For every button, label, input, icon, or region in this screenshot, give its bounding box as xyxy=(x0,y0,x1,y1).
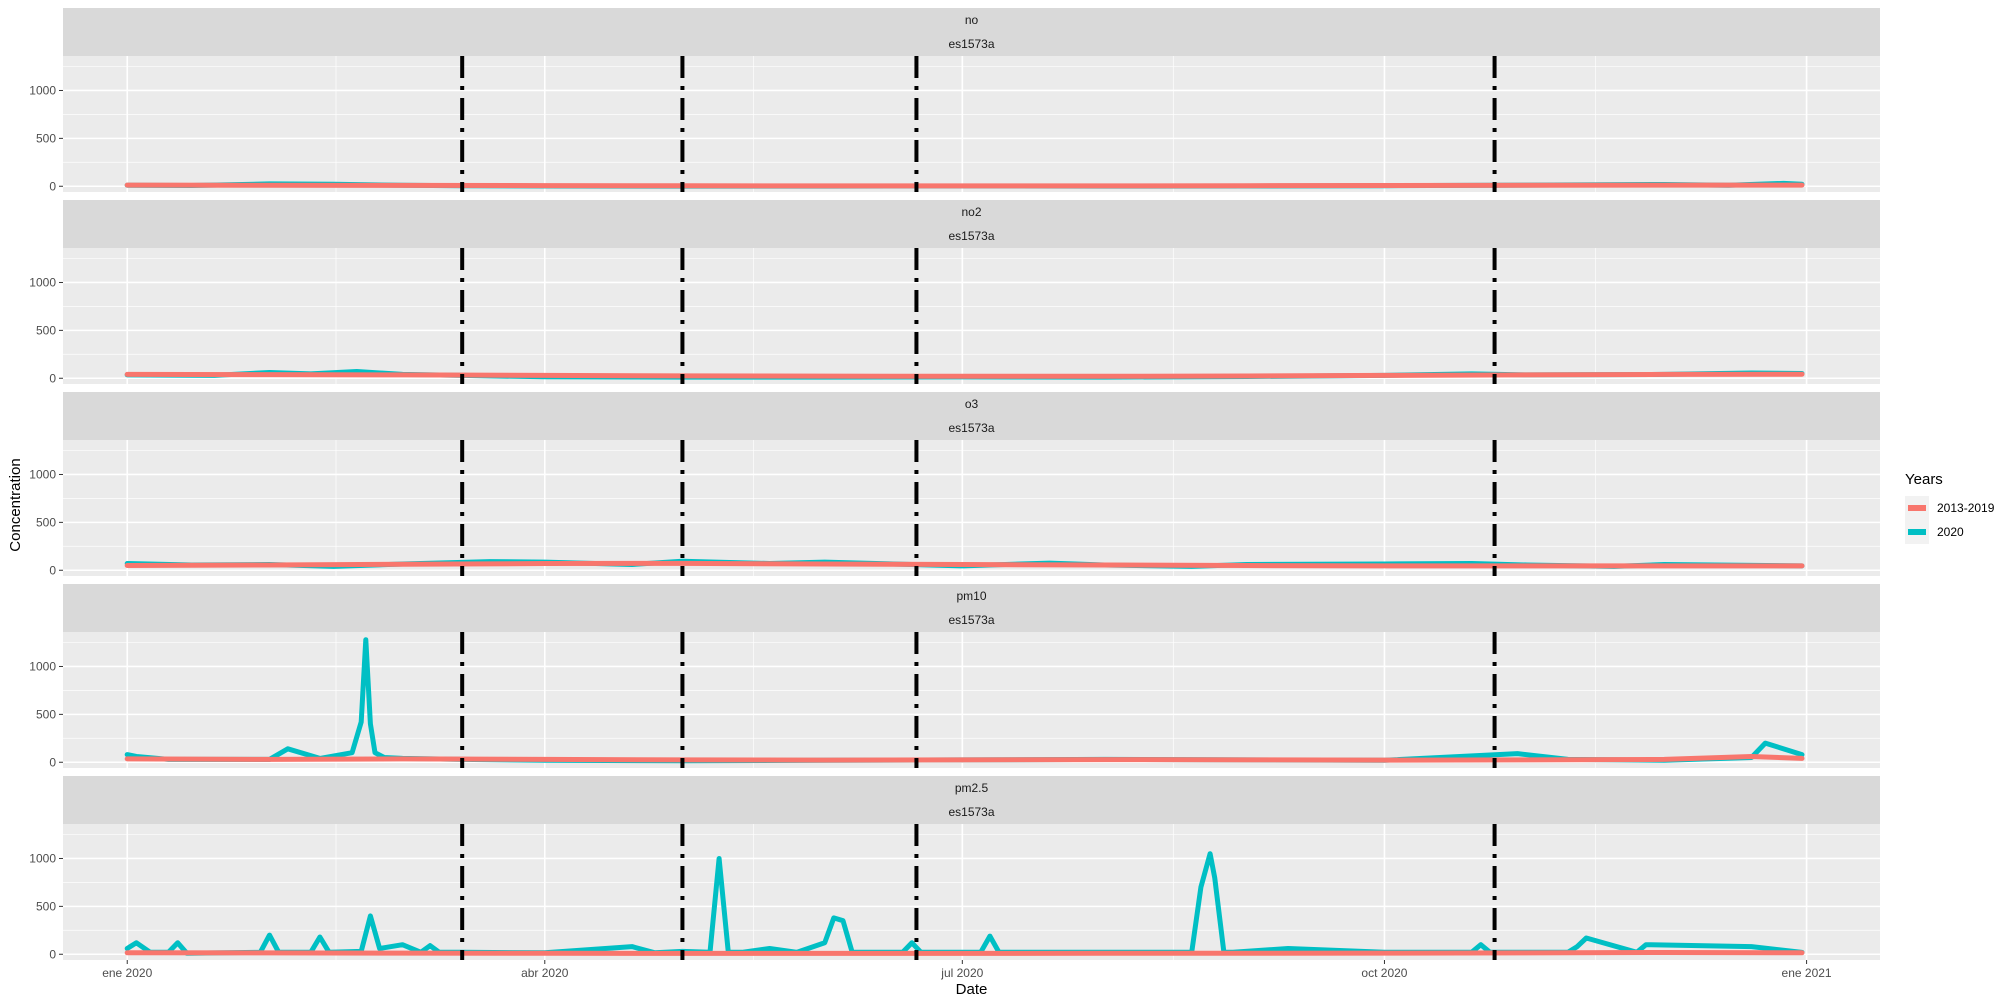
series-line-2013-2019 xyxy=(124,182,1805,189)
legend-item: 2020 xyxy=(1905,520,1964,544)
y-tick-label: 1000 xyxy=(29,275,56,289)
panel-background xyxy=(63,632,1880,768)
legend-item: 2013-2019 xyxy=(1905,496,1995,520)
y-tick-label: 0 xyxy=(49,563,56,577)
series-line-2013-2019 xyxy=(124,754,1805,763)
y-tick-label: 500 xyxy=(36,515,56,529)
facet-pm2-5: pm2.5 es1573a 0 500 1000 xyxy=(29,776,1880,961)
y-tick-label: 0 xyxy=(49,371,56,385)
panel-background xyxy=(63,248,1880,384)
strip-label-station: es1573a xyxy=(948,613,994,627)
y-tick-label: 500 xyxy=(36,323,56,337)
facet-pm10: pm10 es1573a 0 500 1000 xyxy=(29,584,1880,769)
facet-strip xyxy=(63,8,1880,56)
series-line-2013-2019 xyxy=(124,950,1805,956)
facet-strip xyxy=(63,392,1880,440)
series-line-2013-2019 xyxy=(124,560,1805,569)
strip-label-pollutant: pm10 xyxy=(956,589,986,603)
strip-label-pollutant: pm2.5 xyxy=(955,781,989,795)
strip-label-station: es1573a xyxy=(948,805,994,819)
x-tick-label: oct 2020 xyxy=(1361,966,1407,980)
facet-o3: o3 es1573a 0 500 1000 xyxy=(29,392,1880,577)
strip-label-pollutant: no2 xyxy=(961,205,981,219)
panel-background xyxy=(63,56,1880,192)
x-tick-label: jul 2020 xyxy=(940,966,983,980)
strip-label-station: es1573a xyxy=(948,37,994,51)
y-tick-label: 1000 xyxy=(29,659,56,673)
y-axis-title: Concentration xyxy=(7,458,24,551)
panel-background xyxy=(63,440,1880,576)
strip-label-station: es1573a xyxy=(948,421,994,435)
x-tick-label: ene 2021 xyxy=(1782,966,1832,980)
x-axis-title: Date xyxy=(956,981,988,998)
y-tick-label: 500 xyxy=(36,131,56,145)
y-tick-label: 0 xyxy=(49,947,56,961)
strip-label-pollutant: o3 xyxy=(965,397,979,411)
series-line-2013-2019 xyxy=(124,371,1805,379)
y-tick-label: 1000 xyxy=(29,83,56,97)
strip-label-station: es1573a xyxy=(948,229,994,243)
facet-strip xyxy=(63,584,1880,632)
facet-no2: no2 es1573a 0 500 1000 xyxy=(29,200,1880,385)
legend-title: Years xyxy=(1905,471,1943,488)
facet-strip xyxy=(63,200,1880,248)
y-tick-label: 1000 xyxy=(29,467,56,481)
y-tick-label: 1000 xyxy=(29,851,56,865)
legend: Years 2013-2019 2020 xyxy=(1905,471,1995,544)
legend-label: 2020 xyxy=(1937,525,1964,539)
y-tick-label: 0 xyxy=(49,755,56,769)
y-tick-label: 0 xyxy=(49,179,56,193)
strip-label-pollutant: no xyxy=(965,13,979,27)
y-tick-label: 500 xyxy=(36,899,56,913)
facet-no: no es1573a 0 500 1000 xyxy=(29,8,1880,193)
y-tick-label: 500 xyxy=(36,707,56,721)
legend-label: 2013-2019 xyxy=(1937,501,1995,515)
facet-strip xyxy=(63,776,1880,824)
x-tick-label: abr 2020 xyxy=(521,966,569,980)
panel-background xyxy=(63,824,1880,960)
x-tick-label: ene 2020 xyxy=(102,966,152,980)
